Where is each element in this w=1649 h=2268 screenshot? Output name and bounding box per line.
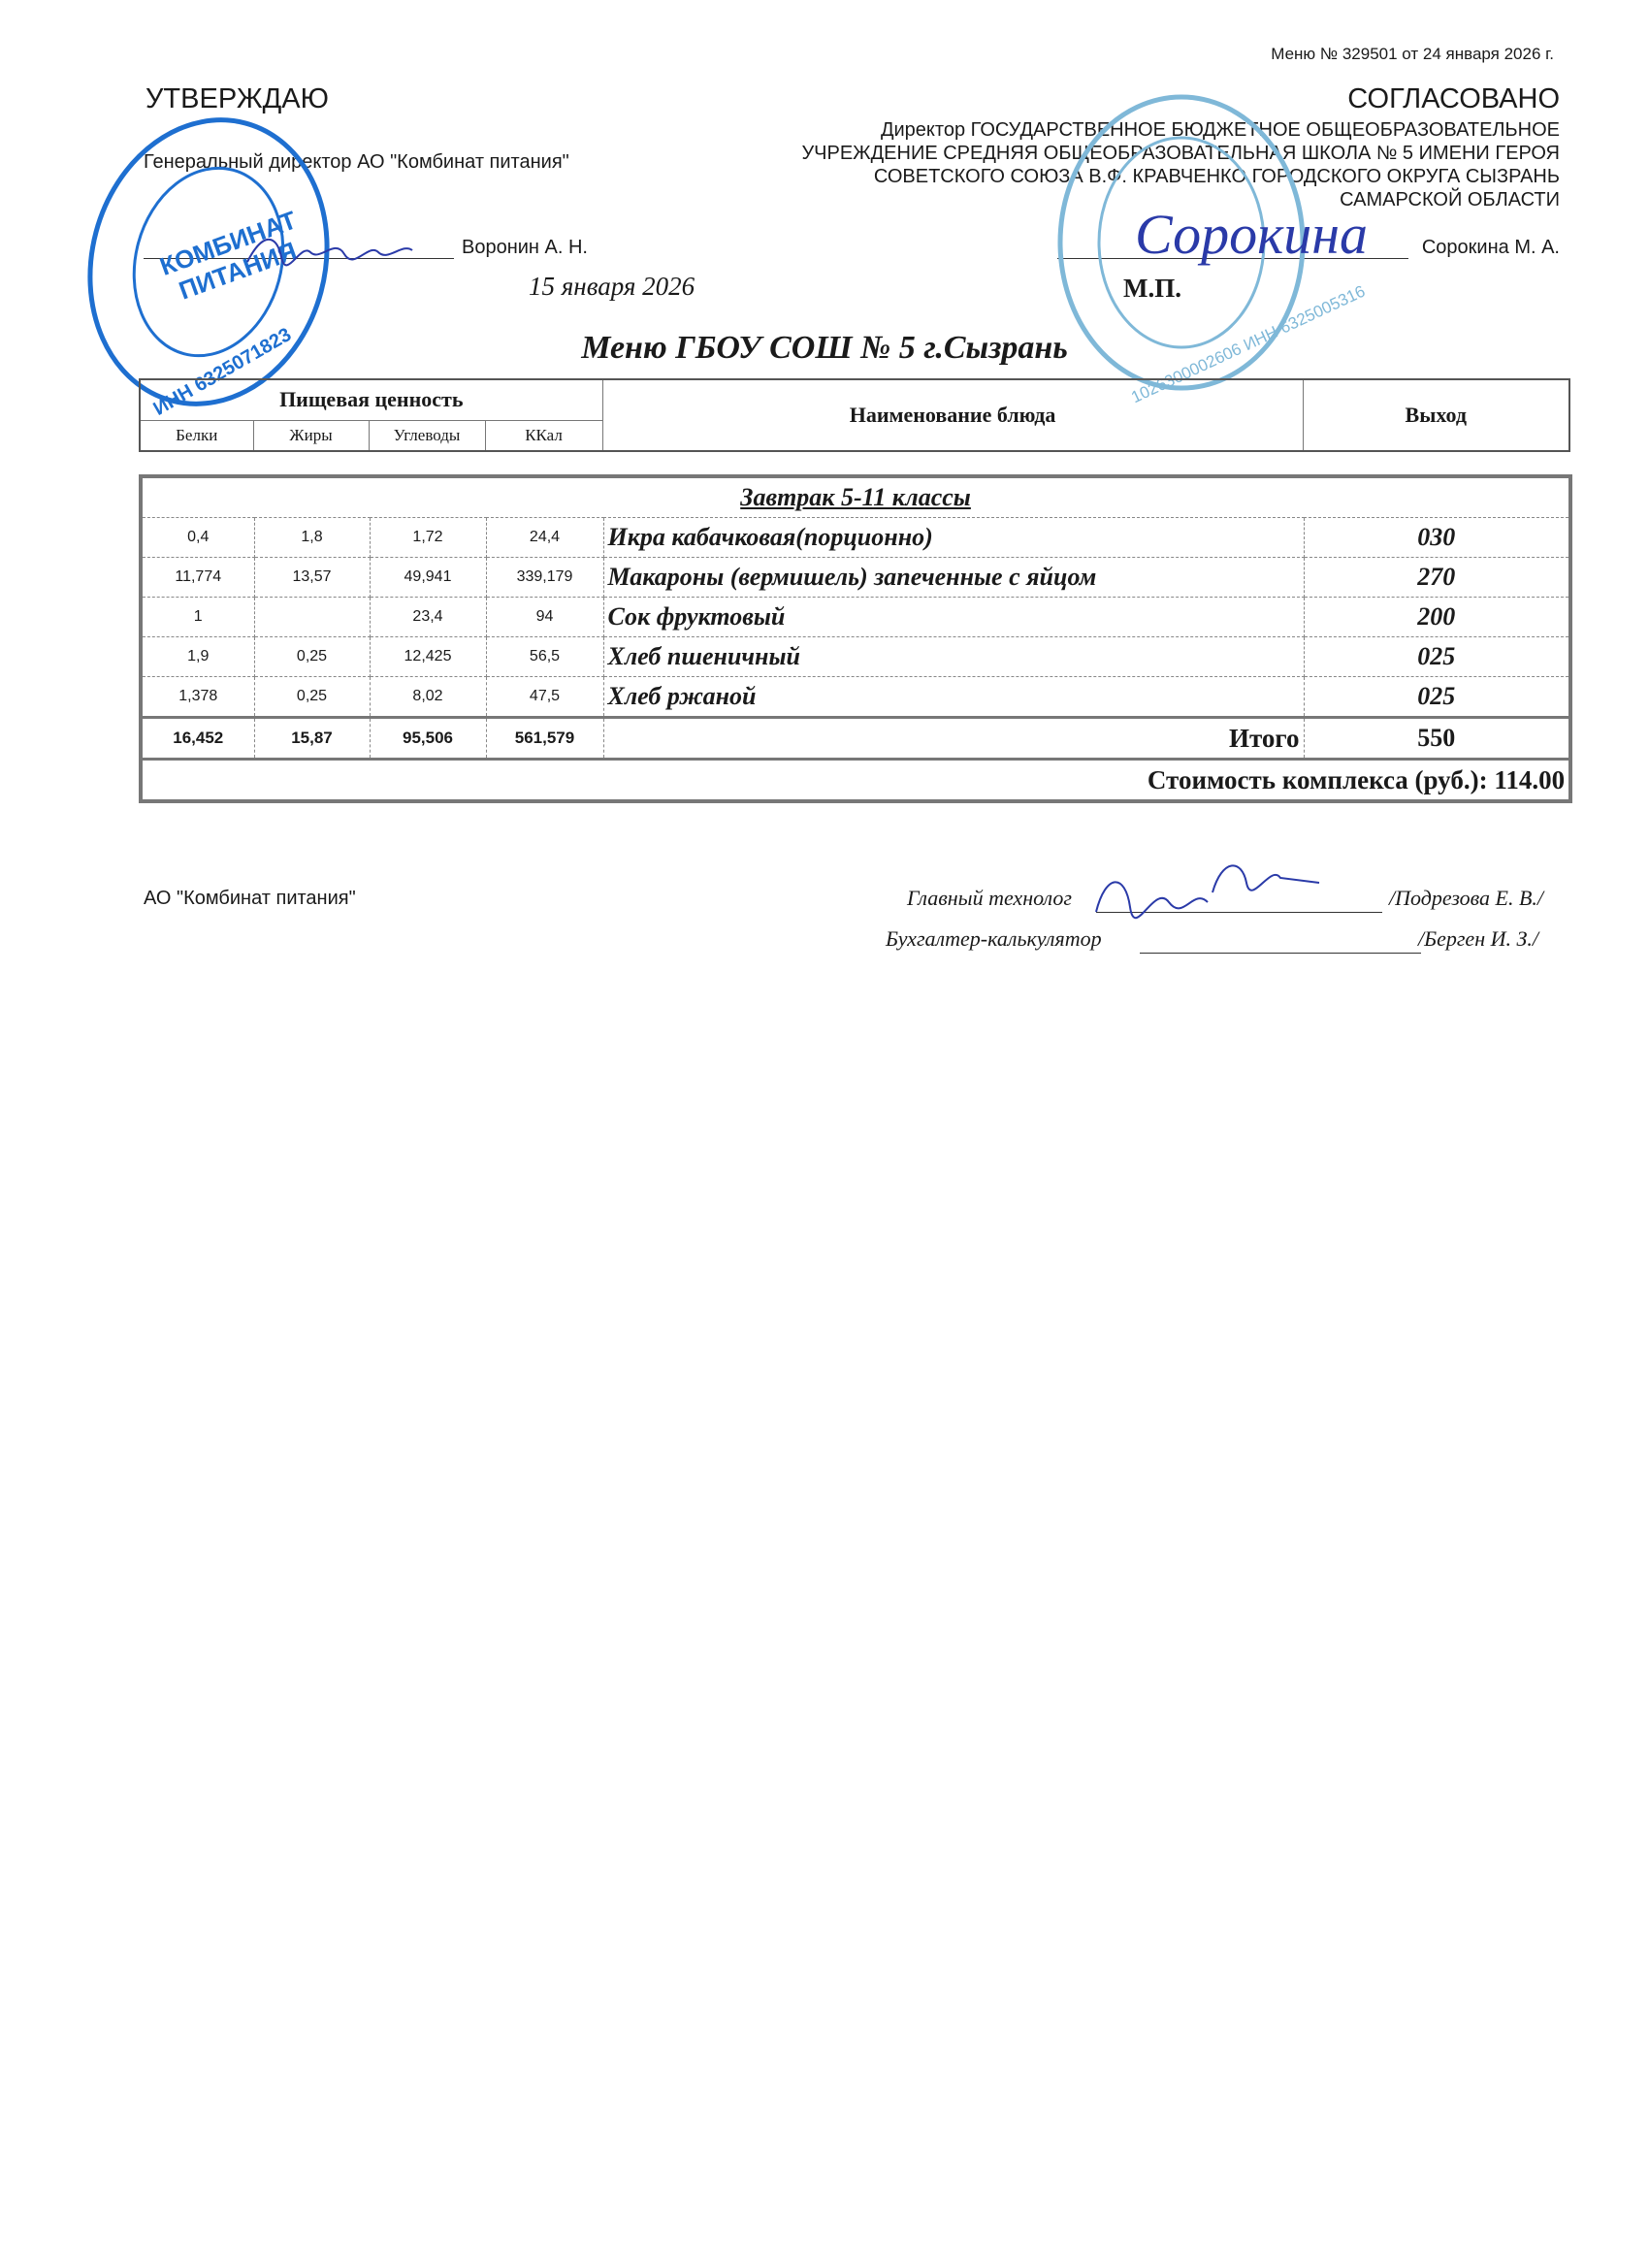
total-kcal: 561,579 <box>485 716 604 760</box>
agree-name: Сорокина М. А. <box>1421 237 1560 258</box>
carbs-header: Углеводы <box>368 419 486 452</box>
cell-carbs: 12,425 <box>369 636 487 677</box>
cell-kcal: 339,179 <box>485 557 604 598</box>
tech-label: Главный технолог <box>907 886 1073 910</box>
menu-table: Завтрак 5-11 классы 0,4 1,8 1,72 24,4 Икра к… <box>139 474 1573 803</box>
dish-header: Наименование блюда <box>601 378 1304 452</box>
cell-protein: 1,9 <box>140 636 255 677</box>
cell-dish: Хлеб ржаной <box>602 676 1305 718</box>
cell-yield: 200 <box>1303 597 1571 637</box>
menu-number: Меню № 329501 от 24 января 2026 г. <box>1271 45 1554 63</box>
total-yield: 550 <box>1303 716 1571 760</box>
yield-header: Выход <box>1302 378 1570 452</box>
cell-dish: Икра кабачковая(порционно) <box>602 517 1305 558</box>
cost-row: Стоимость комплекса (руб.): 114.00 <box>140 758 1571 802</box>
total-row: 16,452 15,87 95,506 561,579 Итого 550 <box>140 716 1571 760</box>
table-row: 1,9 0,25 12,425 56,5 Хлеб пшеничный 025 <box>140 636 1571 677</box>
section-title: Завтрак 5-11 классы <box>140 475 1571 518</box>
cell-dish: Хлеб пшеничный <box>602 636 1305 677</box>
cell-yield: 025 <box>1303 676 1571 718</box>
approve-signature-line <box>144 258 454 259</box>
cell-kcal: 94 <box>485 597 604 637</box>
accountant-name: /Берген И. З./ <box>1418 926 1539 951</box>
approve-date: 15 января 2026 <box>529 272 695 301</box>
cell-carbs: 49,941 <box>369 557 487 598</box>
cell-carbs: 8,02 <box>369 676 487 718</box>
cell-fat: 0,25 <box>253 676 371 718</box>
agree-role: Директор ГОСУДАРСТВЕННОЕ БЮДЖЕТНОЕ ОБЩЕО… <box>801 119 1560 211</box>
cell-kcal: 47,5 <box>485 676 604 718</box>
cell-yield: 030 <box>1303 517 1571 558</box>
tech-signature-line <box>1096 912 1382 913</box>
cell-dish: Сок фруктовый <box>602 597 1305 637</box>
protein-header: Белки <box>139 419 254 452</box>
kcal-header: ККал <box>484 419 603 452</box>
cell-fat: 13,57 <box>253 557 371 598</box>
approve-role: Генеральный директор АО "Комбинат питани… <box>144 151 569 173</box>
cell-protein: 1,378 <box>140 676 255 718</box>
total-carbs: 95,506 <box>369 716 487 760</box>
total-fat: 15,87 <box>253 716 371 760</box>
cell-kcal: 24,4 <box>485 517 604 558</box>
table-header: Пищевая ценность Наименование блюда Выхо… <box>139 378 1571 452</box>
cell-protein: 1 <box>140 597 255 637</box>
accountant-label: Бухгалтер-калькулятор <box>886 926 1102 951</box>
fat-header: Жиры <box>252 419 370 452</box>
table-row: 1 23,4 94 Сок фруктовый 200 <box>140 597 1571 637</box>
total-label: Итого <box>602 716 1305 760</box>
table-row: 11,774 13,57 49,941 339,179 Макароны (вермиш… <box>140 557 1571 598</box>
agree-signature: Сорокина <box>1135 203 1368 266</box>
footer-org: АО "Комбинат питания" <box>144 888 356 909</box>
footer-signatures <box>1095 864 1320 920</box>
agree-heading: СОГЛАСОВАНО <box>1347 83 1560 114</box>
page-title: Меню ГБОУ СОШ № 5 г.Сызрань <box>581 330 1068 366</box>
cell-dish: Макароны (вермишель) запеченные с яйцом <box>602 557 1305 598</box>
cell-protein: 11,774 <box>140 557 255 598</box>
table-row: 0,4 1,8 1,72 24,4 Икра кабачковая(порционно)… <box>140 517 1571 558</box>
tech-name: /Подрезова Е. В./ <box>1389 886 1543 910</box>
cell-carbs: 1,72 <box>369 517 487 558</box>
approve-heading: УТВЕРЖДАЮ <box>146 83 329 114</box>
stamp-place-label: М.П. <box>1123 274 1181 303</box>
nutrition-header: Пищевая ценность <box>139 378 603 421</box>
cell-carbs: 23,4 <box>369 597 487 637</box>
table-row: 1,378 0,25 8,02 47,5 Хлеб ржаной 025 <box>140 676 1571 718</box>
cell-yield: 025 <box>1303 636 1571 677</box>
cell-kcal: 56,5 <box>485 636 604 677</box>
cell-fat: 1,8 <box>253 517 371 558</box>
agree-signature-line <box>1057 258 1408 259</box>
cell-protein: 0,4 <box>140 517 255 558</box>
accountant-signature-line <box>1140 953 1421 954</box>
cell-yield: 270 <box>1303 557 1571 598</box>
total-protein: 16,452 <box>140 716 255 760</box>
cell-fat <box>253 597 371 637</box>
approve-name: Воронин А. Н. <box>462 237 588 258</box>
cell-fat: 0,25 <box>253 636 371 677</box>
approve-signature <box>246 238 413 267</box>
